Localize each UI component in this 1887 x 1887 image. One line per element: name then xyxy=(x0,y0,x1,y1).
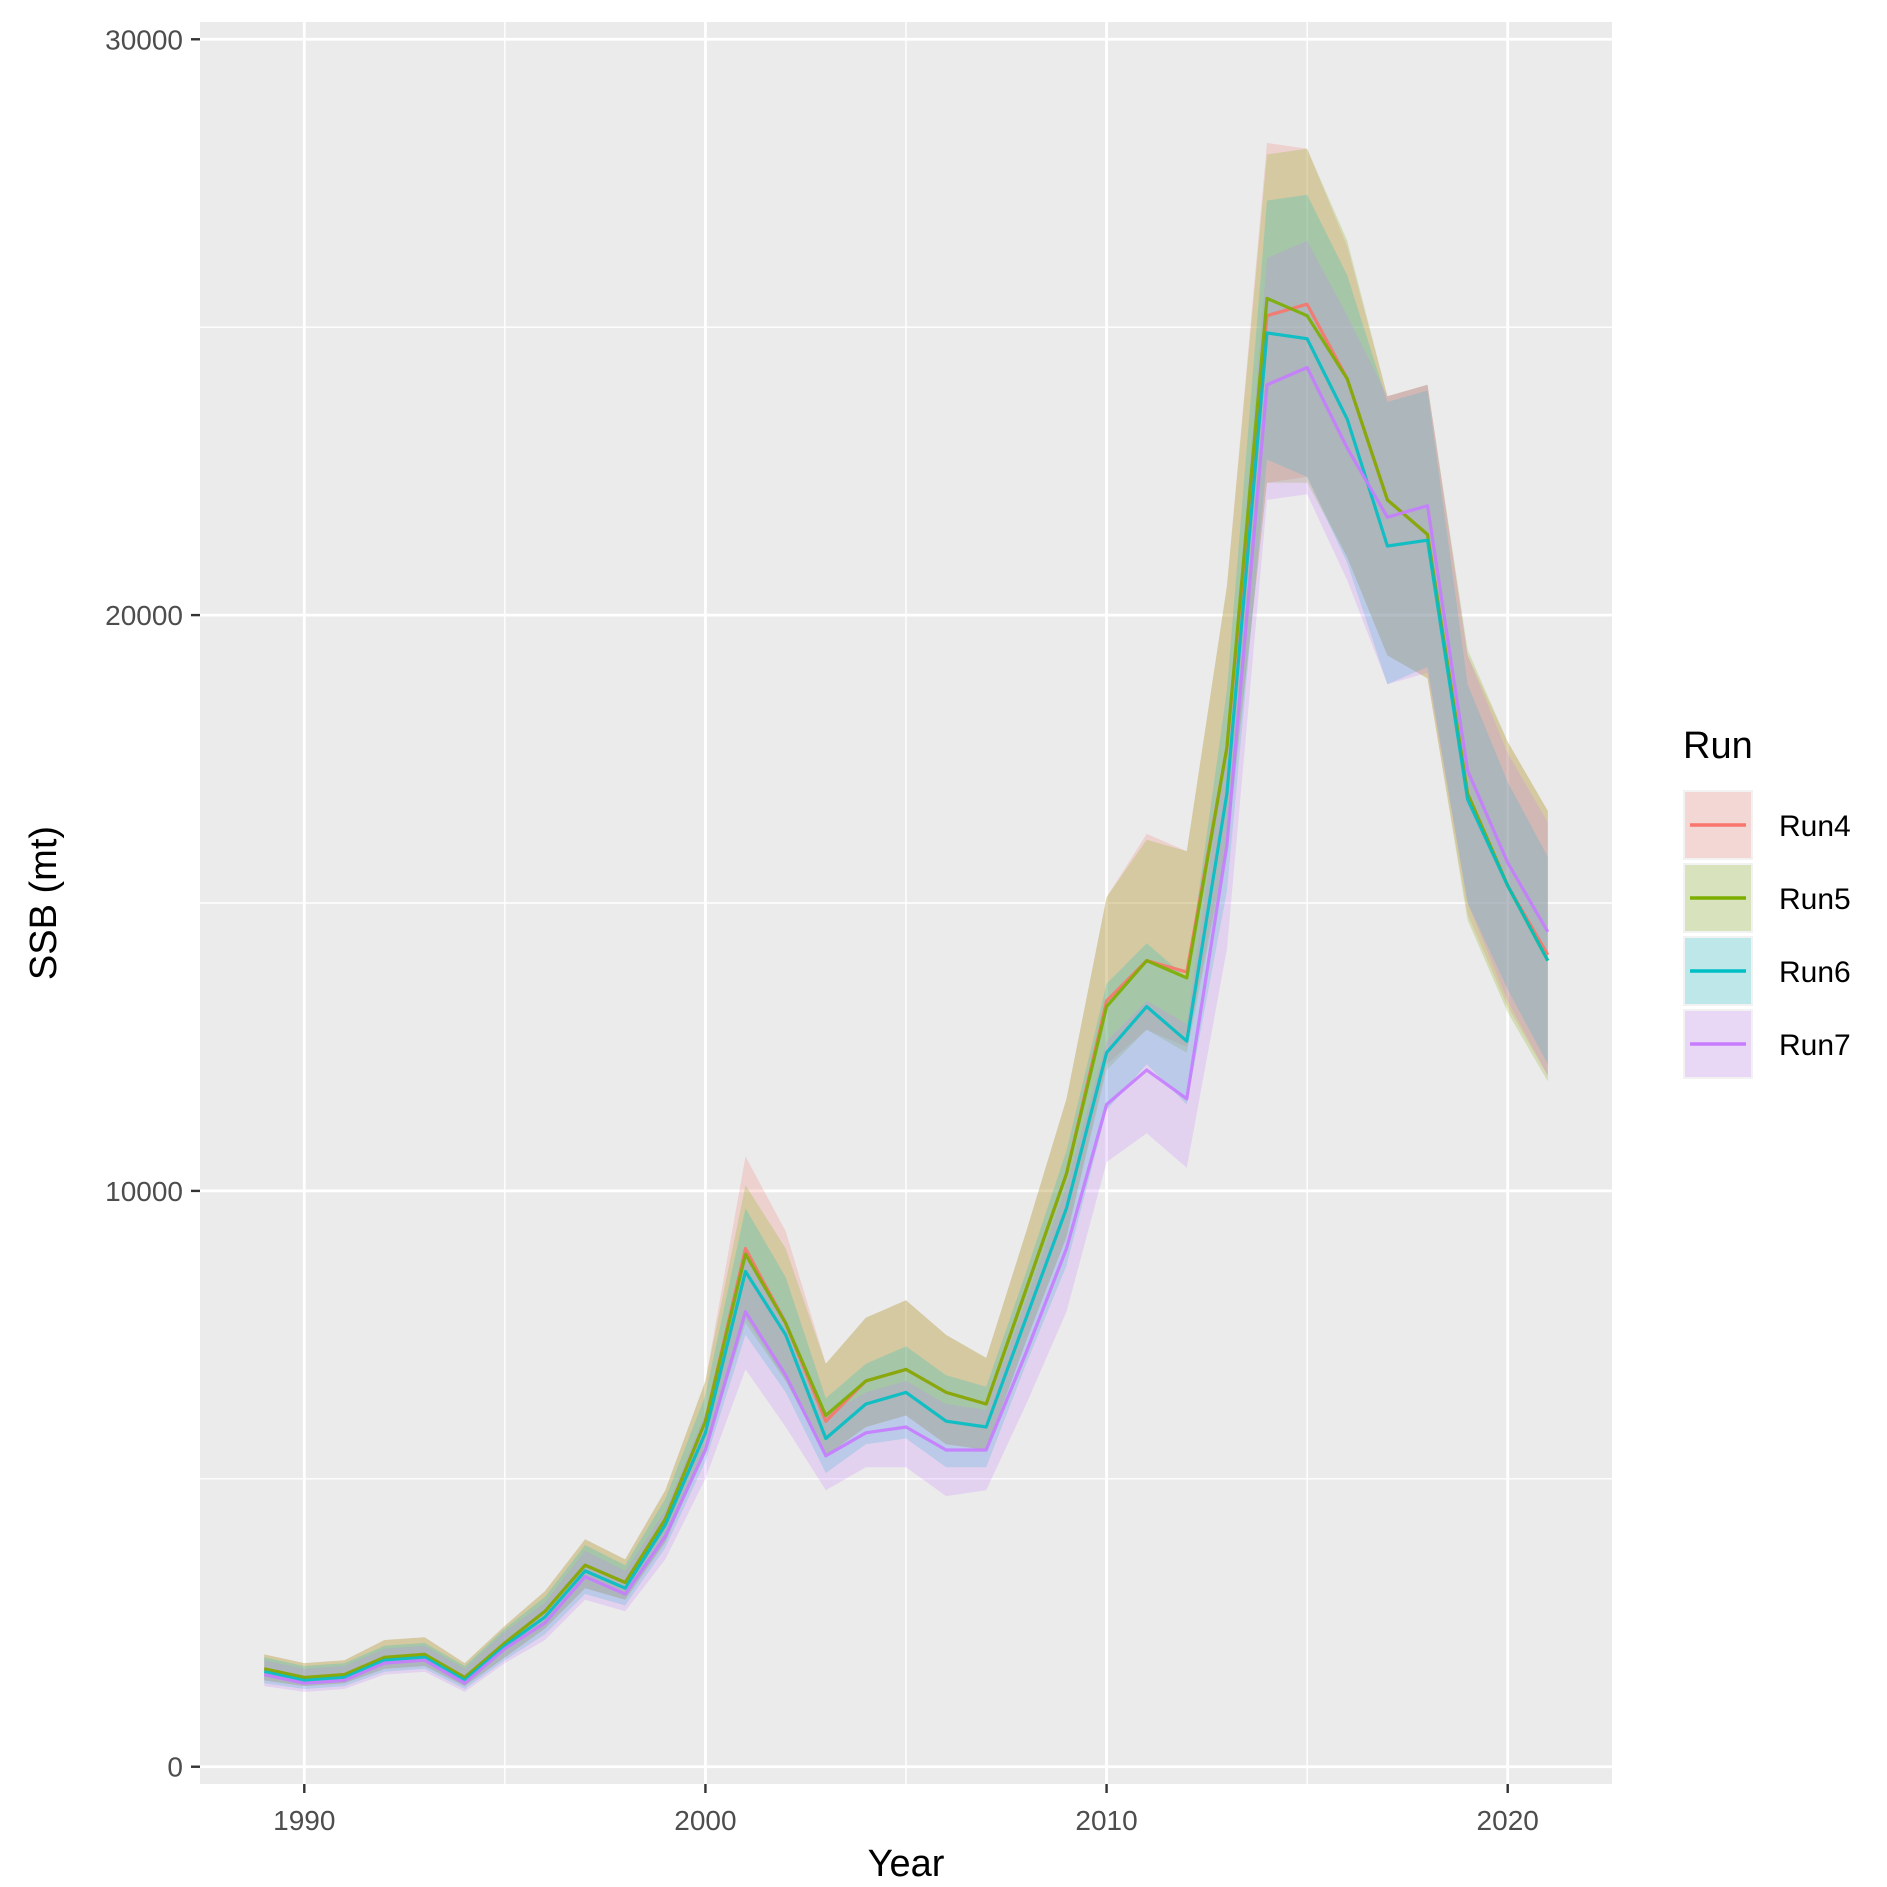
line-run6 xyxy=(263,331,1550,1683)
line-run5 xyxy=(263,296,1550,1680)
x-axis-title: Year xyxy=(868,1843,945,1885)
y-axis-title: SSB (mt) xyxy=(23,826,65,980)
legend-label-run5: Run5 xyxy=(1779,883,1851,916)
ribbon-run4 xyxy=(264,142,1548,1687)
y-tick-label: 20000 xyxy=(105,600,183,631)
legend-label-run4: Run4 xyxy=(1779,810,1851,843)
y-tick-label: 30000 xyxy=(105,24,183,55)
y-tick-label: 0 xyxy=(167,1752,183,1783)
legend-title: Run xyxy=(1683,725,1753,767)
x-tick-label: 1990 xyxy=(273,1805,335,1836)
y-tick-label: 10000 xyxy=(105,1176,183,1207)
ribbon-run5 xyxy=(264,148,1548,1687)
y-axis-ticks: 0 10000 20000 30000 xyxy=(105,24,200,1783)
line-run7 xyxy=(263,365,1550,1685)
ribbon-run6 xyxy=(264,194,1548,1690)
x-tick-label: 2000 xyxy=(674,1805,736,1836)
series-lines xyxy=(263,296,1550,1685)
x-tick-label: 2020 xyxy=(1477,1805,1539,1836)
legend-label-run6: Run6 xyxy=(1779,956,1851,989)
major-gridlines xyxy=(200,22,1612,1784)
confidence-ribbons xyxy=(264,142,1548,1692)
x-axis-ticks: 1990 2000 2010 2020 xyxy=(273,1784,1539,1836)
x-tick-label: 2010 xyxy=(1075,1805,1137,1836)
legend: Run Run4 Run5 Run6 Run7 xyxy=(1683,725,1851,1079)
ribbon-run7 xyxy=(264,240,1548,1692)
legend-label-run7: Run7 xyxy=(1779,1029,1851,1062)
